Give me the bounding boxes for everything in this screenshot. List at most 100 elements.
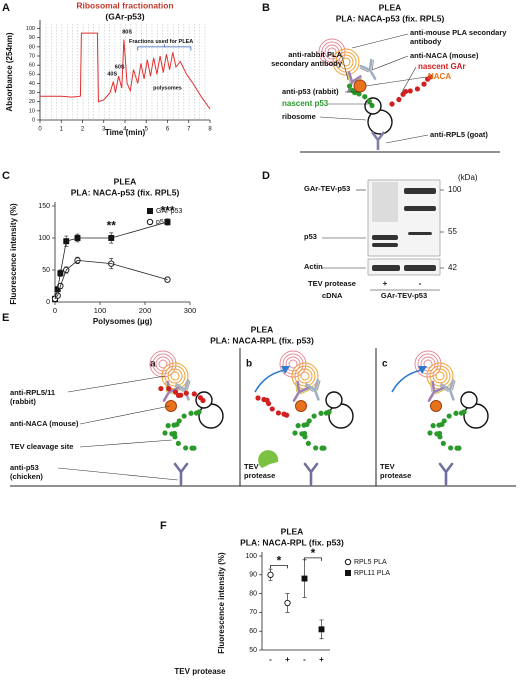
leader-line (371, 55, 409, 71)
residue (437, 434, 443, 440)
diagram-title: PLEA (379, 2, 402, 12)
residue (458, 410, 465, 416)
marker-label: 100 (448, 185, 462, 194)
residue (356, 91, 362, 97)
chart-title: Ribosomal fractionation (76, 0, 173, 10)
residue (292, 430, 298, 436)
chart-subtitle: (GAr-p53) (105, 11, 144, 21)
spiral-ring (149, 350, 177, 378)
point (284, 599, 291, 607)
band-label: p53 (304, 232, 317, 241)
label: NACA (428, 72, 451, 81)
residue (448, 445, 454, 451)
panel-letter: B (262, 2, 270, 14)
marker-label: 42 (448, 263, 457, 272)
antibody-arm (359, 59, 374, 73)
residue (407, 88, 413, 94)
x-tick-label: 4 (123, 127, 127, 133)
annotation: * (311, 546, 316, 560)
x-tick-label: + (319, 655, 324, 664)
leader-line (365, 76, 427, 87)
spiral-ring (288, 359, 298, 369)
label: anti-NACA (mouse) (10, 419, 79, 428)
x-tick-label: 5 (145, 127, 149, 133)
residue (313, 445, 319, 451)
spiral-ring (417, 353, 439, 375)
x-tick-label: 3 (102, 127, 106, 133)
naca (165, 400, 177, 412)
naca (353, 79, 367, 93)
spiral-ring (341, 57, 351, 67)
residue (414, 86, 421, 92)
cleaved-arrow (391, 369, 423, 393)
label-box: anti-rabbit PLA secondary antibody (271, 50, 342, 68)
residue (166, 386, 172, 392)
residue (255, 395, 261, 401)
y-tick-label: 80 (29, 44, 35, 50)
residue (269, 406, 275, 412)
spiral-ring (167, 368, 183, 384)
antibody-stem (359, 58, 377, 80)
residue (183, 445, 189, 451)
naca (295, 400, 307, 412)
lane-label: + (383, 279, 388, 288)
chart-subtitle: PLA: NACA-p53 (fix. RPL5) (71, 187, 180, 197)
annotation: 60S (115, 64, 125, 70)
diagram-subtitle: PLA: NACA-p53 (fix. RPL5) (336, 13, 445, 23)
residue (266, 400, 272, 407)
anchor-antibody (438, 462, 454, 486)
residue (162, 430, 168, 436)
point (267, 571, 274, 578)
y-tick-label: 100 (245, 553, 257, 560)
ribosome-small (325, 391, 343, 409)
panel-letter: E (2, 312, 9, 324)
residue (191, 391, 197, 397)
y-tick-label: 40 (29, 81, 35, 87)
lane-label: - (419, 279, 422, 288)
x-tick-label: - (269, 655, 272, 664)
residue (446, 413, 452, 419)
trace-line (40, 32, 211, 110)
y-tick-label: 20 (29, 99, 35, 105)
residue (165, 423, 171, 429)
legend-label: GAr-p53 (156, 208, 183, 215)
spiral-ring (414, 350, 442, 378)
diagram-title: PLEA (251, 324, 274, 334)
residue (318, 410, 324, 416)
residue (275, 410, 282, 416)
residue (172, 434, 178, 440)
y-tick-label: 30 (29, 90, 35, 96)
y-tick-label: 70 (249, 609, 257, 616)
annotation: * (277, 554, 282, 568)
residue (175, 440, 181, 447)
marker-label: 55 (448, 227, 457, 236)
y-tick-label: 60 (29, 63, 35, 69)
protease-label: TEV protease (244, 462, 276, 480)
antibody-stem (305, 379, 320, 401)
residue (302, 434, 308, 440)
y-axis-label: Fluorescence intensity (%) (217, 552, 226, 654)
panel-letter: A (2, 2, 10, 14)
significance-bracket (304, 557, 322, 561)
y-tick-label: 10 (29, 108, 35, 114)
anchor-antibody (303, 462, 319, 486)
residue (183, 390, 189, 396)
legend-marker (344, 558, 352, 566)
annotation: 40S (107, 72, 117, 78)
naca (430, 400, 442, 412)
residue (301, 422, 307, 428)
x-axis-label: TEV protease (174, 667, 226, 676)
x-tick-label: 300 (184, 306, 197, 315)
residue (427, 74, 433, 80)
arrow-head (418, 366, 427, 374)
antibody (359, 58, 377, 80)
residue (321, 445, 327, 451)
spiral-ring (327, 47, 337, 57)
residue (436, 422, 442, 428)
band (404, 188, 436, 194)
spiral-ring (435, 371, 445, 381)
label: anti-RPL5 (goat) (430, 130, 488, 139)
spiral-ring (279, 350, 307, 378)
y-axis-label: Absorbance (254nm) (5, 32, 14, 111)
band (408, 232, 432, 235)
